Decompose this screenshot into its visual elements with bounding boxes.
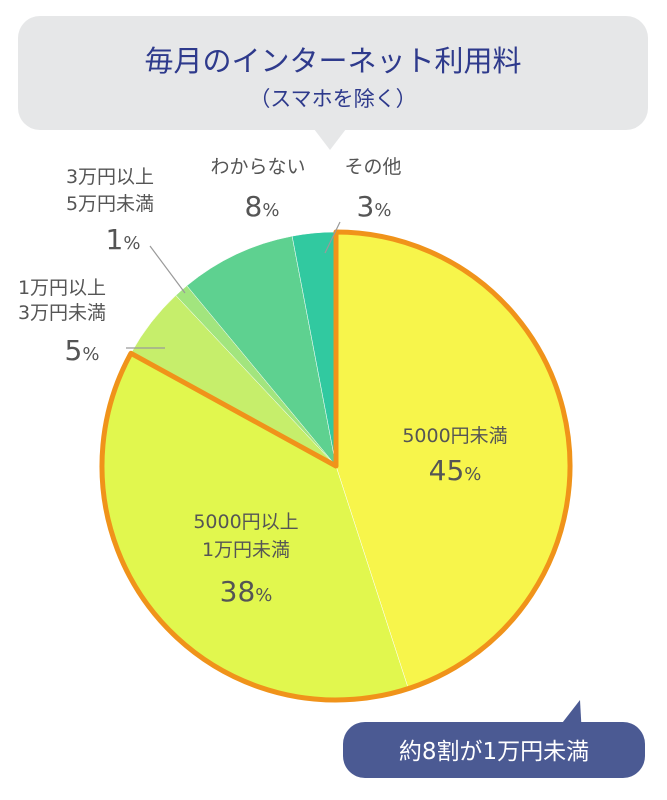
callout-text: 約8割が1万円未満 [399,739,589,765]
slice-unknown [186,235,337,467]
title-bubble-body [18,16,648,130]
chart-subtitle: （スマホを除く） [249,87,416,111]
value-under5000: 45% [429,454,482,487]
title-bubble: 毎月のインターネット利用料 （スマホを除く） [18,16,648,150]
title-bubble-tail [314,129,346,150]
slice-labels: 5000円未満 45% 5000円以上 1万円未満 38% 1万円以上 3万円未満 … [18,156,508,608]
value-other: 3% [357,190,392,223]
leader-lines [126,221,341,349]
leader-line-other [324,221,341,254]
value-5000-to-1man: 38% [220,575,273,608]
chart-title: 毎月のインターネット利用料 [144,44,521,78]
label-1man-to-3man: 1万円以上 3万円未満 [18,277,106,324]
label-under5000: 5000円未満 [402,425,507,447]
leader-line-3man [149,245,186,294]
callout-bubble: 約8割が1万円未満 [343,700,645,778]
value-3man-to-5man: 1% [106,223,141,256]
value-unknown: 8% [245,190,280,223]
callout-body [343,722,645,778]
highlight-outline [99,229,573,703]
label-other: その他 [344,156,401,178]
label-3man-to-5man: 3万円以上 5万円未満 [66,166,154,215]
value-1man-to-3man: 5% [65,334,100,367]
label-unknown: わからない [210,156,305,178]
pie-slices [101,231,571,701]
label-5000-to-1man: 5000円以上 1万円未満 [193,511,298,561]
